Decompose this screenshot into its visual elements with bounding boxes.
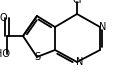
Text: HO: HO — [0, 49, 9, 59]
Text: S: S — [34, 52, 40, 62]
Text: N: N — [76, 57, 84, 67]
Text: N: N — [99, 22, 107, 32]
Text: Cl: Cl — [72, 0, 82, 5]
Text: O: O — [0, 13, 7, 23]
